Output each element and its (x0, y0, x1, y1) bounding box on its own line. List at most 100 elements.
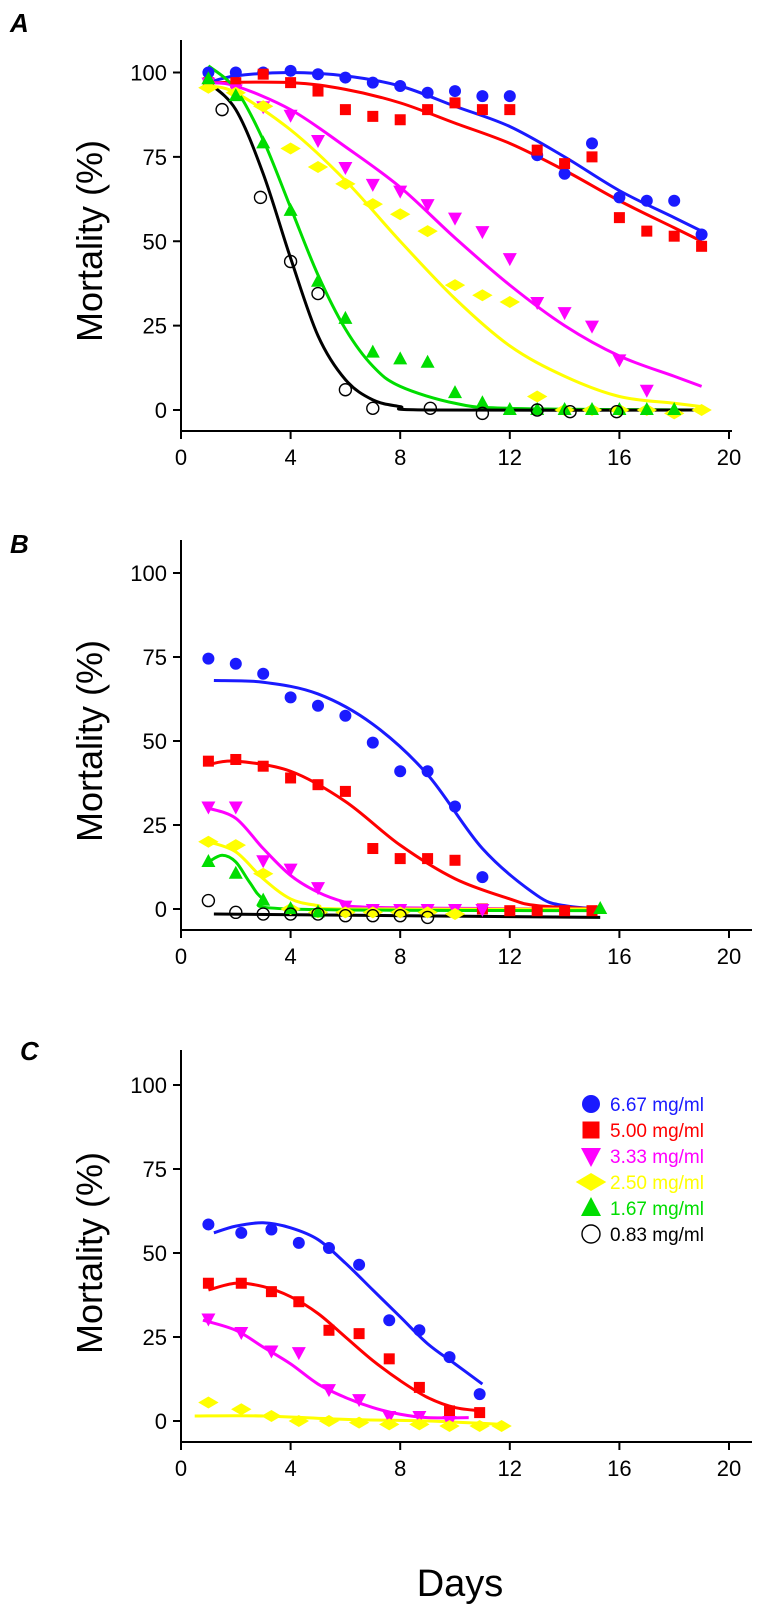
data-point (321, 1384, 336, 1398)
panel-a: A Mortality (%) 0 25 50 75 100 0 4 8 12 16 20 (9, 8, 741, 470)
y-axis-label: Mortality (%) (69, 140, 110, 342)
data-point (476, 871, 489, 884)
data-point (444, 908, 466, 921)
data-point (256, 907, 270, 921)
fit-curve (207, 81, 702, 412)
data-point (413, 1381, 425, 1393)
data-point (469, 1420, 490, 1433)
fit-curve (208, 1281, 483, 1413)
data-point (338, 310, 353, 324)
fit-curve (213, 679, 601, 911)
legend-label: 5.00 mg/ml (610, 1121, 704, 1142)
x-tick-label: 4 (284, 944, 296, 969)
legend-label: 0.83 mg/ml (610, 1225, 704, 1246)
data-point (202, 1218, 215, 1231)
data-point (422, 104, 434, 116)
data-point (474, 1407, 486, 1419)
x-axis-label: Days (417, 1563, 504, 1605)
plot-area: 0 25 50 75 100 0 4 8 12 16 20 (130, 1050, 752, 1481)
data-point (393, 351, 408, 365)
y-tick-label: 75 (143, 1157, 167, 1182)
data-point (225, 839, 246, 852)
data-point (420, 354, 435, 368)
data-point (423, 401, 438, 416)
data-point (335, 906, 356, 919)
x-tick-label: 16 (607, 944, 631, 969)
fit-curve (208, 81, 703, 388)
data-point (499, 296, 520, 308)
data-point (613, 212, 625, 224)
legend-label: 3.33 mg/ml (610, 1147, 704, 1168)
data-point (439, 1420, 460, 1433)
fit-curve (213, 912, 601, 919)
data-point (318, 1415, 340, 1427)
data-point (257, 667, 270, 680)
data-point (558, 167, 571, 180)
data-point (367, 843, 379, 855)
data-point (261, 1409, 282, 1422)
data-point (449, 97, 461, 109)
data-point (283, 863, 298, 877)
legend-label: 1.67 mg/ml (610, 1199, 704, 1220)
y-tick-label: 50 (143, 729, 167, 754)
data-point (312, 68, 324, 81)
data-point (292, 1236, 305, 1249)
data-point (491, 1420, 512, 1433)
data-point (390, 208, 411, 221)
x-tick-label: 8 (394, 944, 406, 969)
data-point (280, 142, 301, 155)
data-point (256, 135, 271, 149)
data-point (353, 1328, 365, 1340)
data-point (559, 905, 571, 917)
data-point (530, 402, 545, 415)
data-point (201, 893, 216, 908)
plot-area: 0 25 50 75 100 0 4 8 12 16 20 (130, 540, 752, 969)
x-tick-label: 20 (717, 1456, 741, 1481)
data-point (695, 228, 708, 241)
x-tick-label: 4 (284, 445, 296, 470)
data-point (586, 137, 598, 150)
x-tick-label: 12 (498, 445, 522, 470)
data-point (338, 383, 353, 397)
y-tick-label: 100 (130, 61, 167, 86)
data-point (448, 212, 462, 226)
data-point (476, 104, 488, 116)
data-point (323, 1324, 335, 1336)
data-point (641, 225, 653, 237)
data-point (256, 892, 271, 906)
data-point (530, 403, 544, 417)
data-point (393, 909, 407, 923)
data-point (527, 390, 548, 403)
x-tick-label: 8 (394, 1456, 406, 1481)
data-point (291, 1347, 306, 1361)
x-tick-label: 0 (175, 445, 187, 470)
data-point (366, 736, 379, 749)
fit-curve (207, 64, 702, 412)
data-point (696, 240, 708, 252)
data-point (338, 909, 353, 923)
data-point (253, 190, 268, 205)
data-point (394, 853, 406, 865)
data-point (215, 102, 229, 117)
data-point (394, 114, 406, 126)
data-point (612, 354, 627, 368)
y-tick-label: 75 (143, 645, 167, 670)
data-point (420, 910, 435, 925)
data-point (362, 906, 383, 919)
data-point (253, 100, 274, 113)
data-point (335, 177, 356, 190)
data-point (449, 800, 461, 813)
x-tick-label: 0 (175, 944, 187, 969)
data-point (285, 772, 297, 784)
data-point (691, 404, 712, 416)
data-point (311, 286, 325, 301)
data-point (412, 1410, 427, 1424)
data-point (198, 1396, 219, 1409)
data-point (201, 853, 216, 867)
data-point (229, 66, 242, 79)
data-point (339, 709, 352, 722)
data-point (202, 652, 215, 665)
data-point (202, 755, 214, 767)
data-point (231, 1403, 252, 1416)
